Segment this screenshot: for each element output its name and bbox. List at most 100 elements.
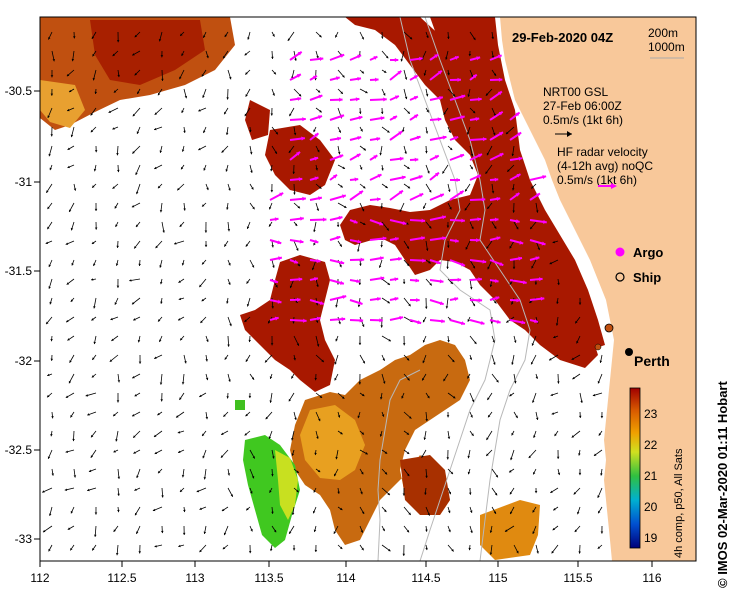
current-arrowhead <box>469 357 473 360</box>
current-arrowhead <box>154 544 157 548</box>
current-arrowhead <box>154 112 158 115</box>
current-arrowhead <box>292 171 296 174</box>
x-tick-label: 116 <box>642 571 661 585</box>
current-arrowhead <box>421 455 424 458</box>
current-arrowhead <box>459 190 464 195</box>
current-arrowhead <box>446 266 449 269</box>
current-arrowhead <box>472 265 475 269</box>
current-arrowhead <box>226 207 229 210</box>
current-arrowhead <box>495 296 500 301</box>
current-arrowhead <box>250 170 253 173</box>
current-arrowhead <box>515 112 520 117</box>
current-arrowhead <box>478 277 482 282</box>
current-arrowhead <box>519 240 524 245</box>
current-arrowhead <box>248 395 252 399</box>
current-arrowhead <box>494 492 498 496</box>
current-arrowhead <box>313 529 317 533</box>
current-arrowhead <box>464 208 468 211</box>
current-arrowhead <box>113 450 116 453</box>
current-arrowhead <box>381 168 384 171</box>
current-arrowhead <box>244 53 248 56</box>
current-arrowhead <box>90 113 93 116</box>
current-arrowhead <box>248 339 251 343</box>
current-arrowhead <box>161 78 164 81</box>
current-arrowhead <box>400 59 404 62</box>
current-arrowhead <box>48 37 51 40</box>
current-arrowhead <box>387 282 390 285</box>
current-arrowhead <box>68 380 72 384</box>
current-arrowhead <box>406 222 409 225</box>
current-arrowhead <box>294 259 298 264</box>
current-arrowhead <box>429 283 432 286</box>
current-arrowhead <box>476 174 481 179</box>
current-arrowhead <box>379 318 383 323</box>
current-arrowhead <box>302 196 306 201</box>
current-arrowhead <box>269 548 273 552</box>
current-arrowhead <box>474 341 477 344</box>
current-arrowhead <box>422 340 426 343</box>
current-arrowhead <box>382 528 385 532</box>
current-arrowhead <box>399 315 404 320</box>
current-arrowhead <box>251 475 255 479</box>
current-arrowhead <box>271 511 274 514</box>
current-arrowhead <box>445 57 448 60</box>
current-arrowhead <box>360 257 365 262</box>
current-arrowhead <box>91 375 95 378</box>
current-arrowhead <box>50 134 54 137</box>
current-arrowhead <box>297 51 302 56</box>
current-arrowhead <box>246 304 250 307</box>
current-arrowhead <box>518 256 523 261</box>
current-arrowhead <box>313 490 316 493</box>
current-arrowhead <box>131 302 135 305</box>
current-arrowhead <box>289 113 292 117</box>
current-arrowhead <box>549 261 553 265</box>
current-arrowhead <box>117 509 120 513</box>
current-arrowhead <box>116 400 120 403</box>
current-arrowhead <box>274 151 277 154</box>
current-arrowhead <box>335 305 338 308</box>
current-arrowhead <box>201 74 205 77</box>
current-arrowhead <box>199 507 202 510</box>
current-arrowhead <box>205 377 209 381</box>
current-arrowhead <box>492 340 495 343</box>
current-arrowhead <box>206 55 209 59</box>
date-title: 29-Feb-2020 04Z <box>512 30 613 45</box>
current-arrowhead <box>48 153 51 157</box>
colorbar-tick-label: 20 <box>644 500 658 514</box>
current-arrowhead <box>47 115 50 118</box>
current-arrowhead <box>535 417 539 420</box>
current-arrowhead <box>201 298 205 302</box>
current-arrowhead <box>295 300 298 303</box>
current-arrowhead <box>111 338 114 341</box>
current-arrowhead <box>365 90 368 94</box>
current-arrowhead <box>510 511 513 515</box>
current-arrowhead <box>244 319 247 322</box>
current-arrowhead <box>360 129 363 132</box>
current-arrowhead <box>509 245 512 249</box>
current-arrowhead <box>314 239 319 244</box>
current-arrowhead <box>92 53 95 57</box>
current-arrowhead <box>157 185 161 189</box>
argo-legend-label: Argo <box>633 245 663 260</box>
current-arrowhead <box>361 208 365 212</box>
current-arrowhead <box>422 319 426 323</box>
current-arrowhead <box>509 282 513 285</box>
current-arrowhead <box>66 319 69 323</box>
current-arrowhead <box>269 376 273 379</box>
current-arrowhead <box>227 344 230 347</box>
current-arrowhead <box>434 54 439 59</box>
current-arrowhead <box>179 397 182 400</box>
current-arrowhead <box>425 248 429 251</box>
current-arrowhead <box>468 53 472 57</box>
current-arrowhead <box>296 74 301 78</box>
current-arrowhead <box>321 359 324 363</box>
current-arrowhead <box>448 491 452 495</box>
current-arrowhead <box>47 394 50 398</box>
x-tick-label: 113 <box>185 571 204 585</box>
current-arrowhead <box>180 337 183 341</box>
current-arrowhead <box>467 376 470 379</box>
current-arrowhead <box>494 217 499 222</box>
current-arrowhead <box>574 529 578 532</box>
current-arrowhead <box>380 111 384 115</box>
current-arrowhead <box>228 379 231 382</box>
